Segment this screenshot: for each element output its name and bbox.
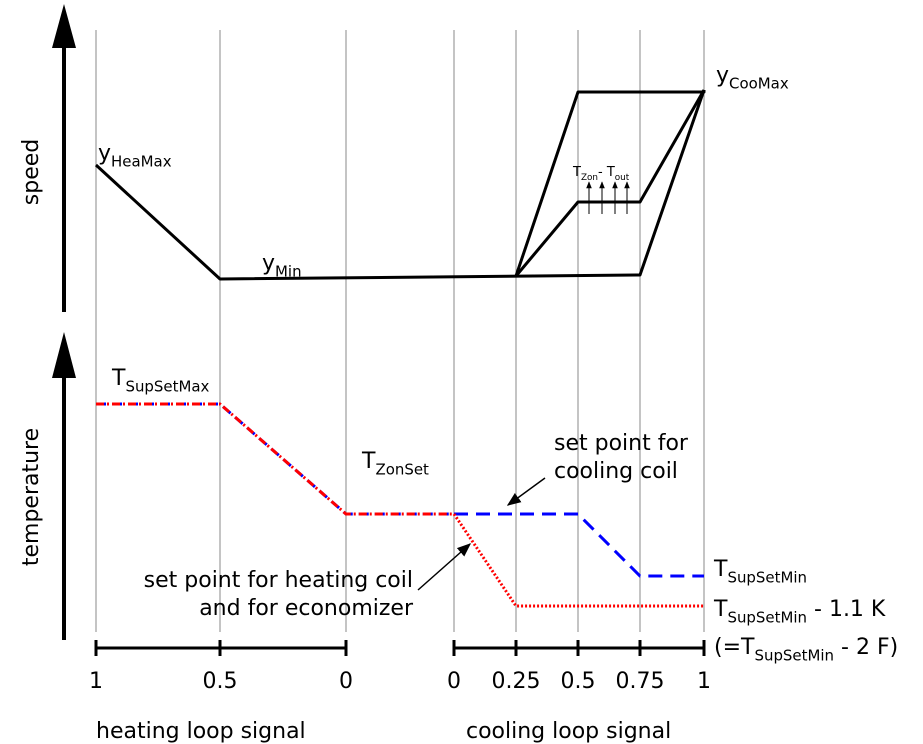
y-arrows bbox=[52, 4, 76, 640]
label-part: - T bbox=[598, 165, 615, 180]
tick-label: 1 bbox=[697, 669, 711, 694]
label-part: T bbox=[111, 366, 126, 391]
label-part: (=T bbox=[714, 635, 755, 660]
label-part: y bbox=[262, 251, 275, 276]
subscript: SupSetMin bbox=[727, 569, 807, 587]
subscript: SupSetMax bbox=[125, 378, 209, 396]
tick-label: 0.25 bbox=[492, 669, 541, 694]
temperature-curves bbox=[96, 402, 704, 608]
annotation-arrows bbox=[417, 477, 546, 591]
annotation: cooling coil bbox=[554, 459, 678, 484]
temperature-label: TSupSetMax bbox=[111, 366, 210, 396]
label-part: T bbox=[713, 597, 728, 622]
tick-label: 0.5 bbox=[203, 669, 238, 694]
speed-label: yHeaMax bbox=[98, 141, 172, 171]
label-part: T bbox=[361, 449, 376, 474]
subscript: Min bbox=[275, 263, 302, 281]
temperature-label: TSupSetMin bbox=[713, 557, 807, 587]
grid bbox=[95, 30, 705, 632]
tick-label: 0 bbox=[339, 669, 353, 694]
cooling-axis-title: cooling loop signal bbox=[466, 719, 671, 744]
annotation: set point for bbox=[554, 431, 689, 456]
subscript: ZonSet bbox=[375, 461, 429, 479]
subscript: SupSetMin bbox=[727, 609, 807, 627]
label-part: y bbox=[716, 63, 729, 88]
speed-label: TZon- Tout bbox=[572, 165, 630, 183]
label-part: - 2 F) bbox=[834, 635, 898, 660]
speed-axis-label: speed bbox=[19, 139, 44, 205]
subscript: Zon bbox=[581, 173, 598, 183]
tick-label: 0 bbox=[447, 669, 461, 694]
temperature-label: (=TSupSetMin - 2 F) bbox=[714, 635, 898, 665]
x-axes bbox=[94, 640, 706, 656]
heating-axis-title: heating loop signal bbox=[96, 719, 306, 744]
subscript: HeaMax bbox=[111, 153, 172, 171]
speed-curves bbox=[94, 89, 706, 281]
subscript: out bbox=[615, 173, 630, 183]
label-part: y bbox=[98, 141, 111, 166]
subscript: SupSetMin bbox=[754, 647, 834, 665]
annotation: and for economizer bbox=[199, 596, 414, 621]
temperature-axis-label: temperature bbox=[19, 428, 44, 566]
temperature-label: TSupSetMin - 1.1 K bbox=[713, 597, 886, 627]
speed-label: yCooMax bbox=[716, 63, 789, 93]
label-part: - 1.1 K bbox=[807, 597, 886, 622]
label-part: T bbox=[572, 165, 581, 180]
temperature-label: TZonSet bbox=[361, 449, 429, 479]
tick-label: 1 bbox=[89, 669, 103, 694]
subscript: CooMax bbox=[729, 75, 789, 93]
tick-label: 0.5 bbox=[561, 669, 596, 694]
annotation: set point for heating coil bbox=[144, 568, 413, 593]
speed-label: yMin bbox=[262, 251, 302, 281]
tick-label: 0.75 bbox=[616, 669, 665, 694]
label-part: T bbox=[713, 557, 728, 582]
